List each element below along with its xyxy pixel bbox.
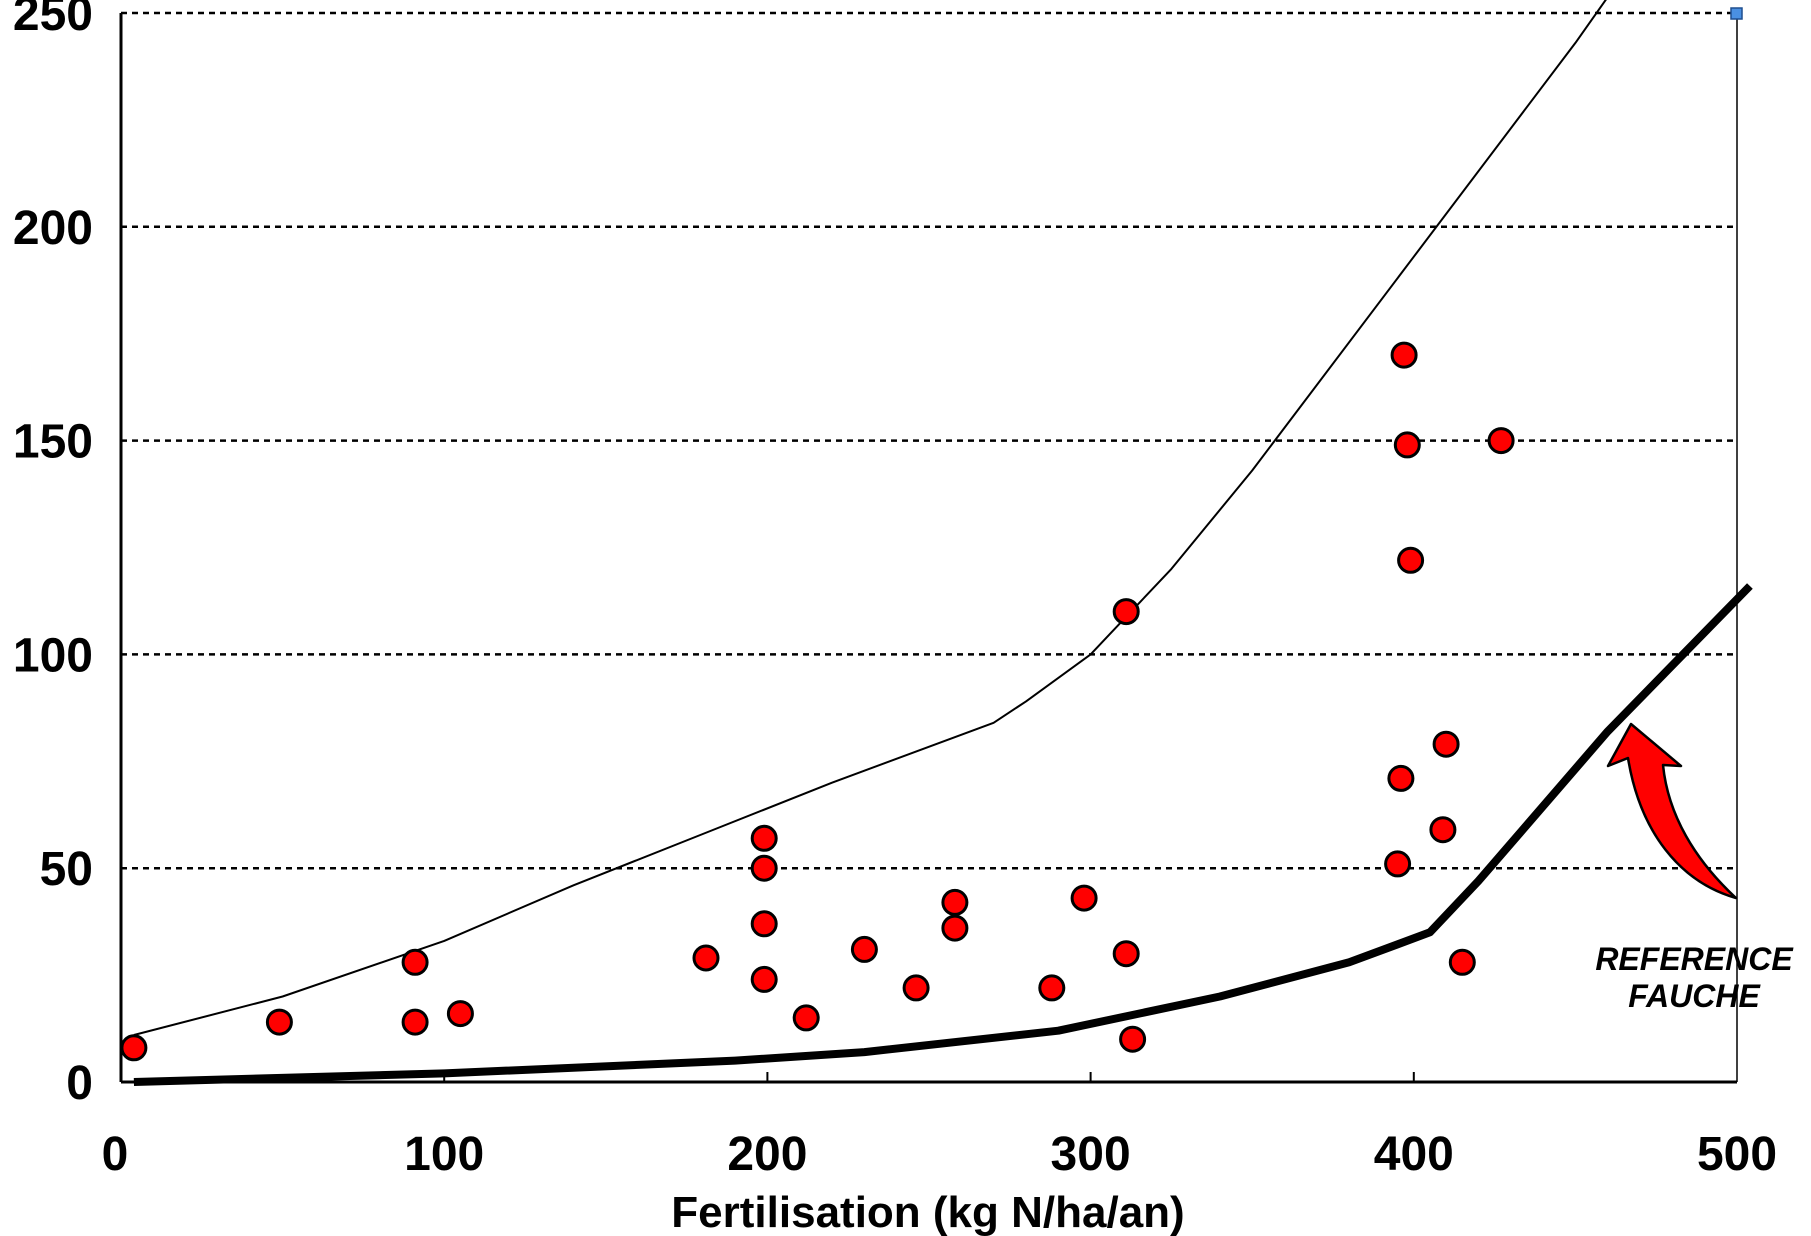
x-tick-label: 200 [727,1128,807,1181]
data-point [1487,427,1515,455]
corner-marker [1730,7,1743,20]
annotation-reference: REFERENCE [1595,941,1794,977]
data-point [750,824,778,852]
y-tick-label: 50 [40,843,93,896]
data-point [265,1008,293,1036]
data-point [792,1004,820,1032]
data-point [401,1008,429,1036]
data-point [1038,974,1066,1002]
curved-arrow-icon [1606,722,1738,900]
data-point [750,910,778,938]
curves [133,0,1753,1086]
y-tick-label: 250 [13,0,93,41]
data-point [1119,1025,1147,1053]
y-tick-label: 0 [66,1057,93,1110]
data-point [941,888,969,916]
y-tick-label: 100 [13,629,93,682]
data-point [1429,816,1457,844]
x-tick-label: 500 [1697,1128,1777,1181]
data-point [1393,431,1421,459]
data-point [1387,764,1415,792]
gridlines [121,11,1737,870]
x-tick-label: 100 [404,1128,484,1181]
data-point [120,1034,148,1062]
data-point [1390,341,1418,369]
data-point [1112,598,1140,626]
data-point [850,935,878,963]
data-point [941,914,969,942]
x-tick-label: 0 [102,1128,129,1181]
data-point [1384,850,1412,878]
reference-curve [133,583,1753,1086]
data-point [750,965,778,993]
x-tick-label: 400 [1374,1128,1454,1181]
data-point [902,974,930,1002]
annotation-fauche: FAUCHE [1628,978,1761,1014]
data-point [1070,884,1098,912]
data-point [1432,730,1460,758]
data-point [692,944,720,972]
x-tick-label: 300 [1051,1128,1131,1181]
tick-labels: 0 50 100 150 200 250 0 100 200 300 400 500 [13,0,1777,1181]
x-axis-title: Fertilisation (kg N/ha/an) [671,1188,1184,1236]
data-points [120,341,1515,1062]
reference-arrow [1606,722,1738,900]
axes [119,13,1738,1084]
data-point [401,948,429,976]
upper-envelope-curve [133,0,1607,1036]
data-point [1397,546,1425,574]
y-tick-label: 200 [13,202,93,255]
data-point [1448,948,1476,976]
data-point [1112,940,1140,968]
y-tick-label: 150 [13,416,93,469]
data-point [750,854,778,882]
data-point [446,1000,474,1028]
